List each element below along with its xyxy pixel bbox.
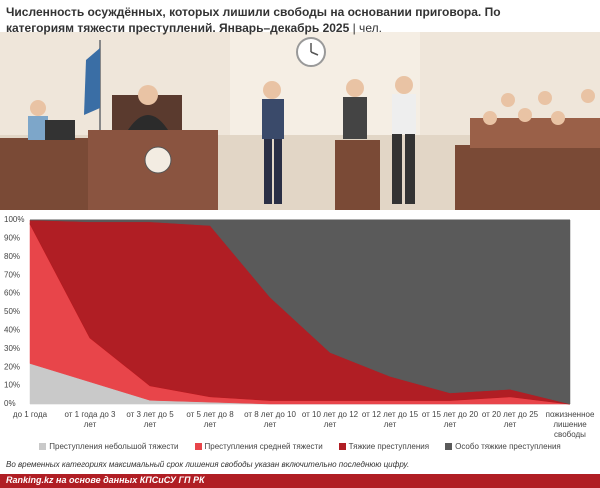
legend-label: Особо тяжкие преступления (455, 442, 561, 451)
x-tick-label: от 5 лет до 8 лет (186, 410, 234, 429)
x-tick-label: до 1 года (12, 410, 48, 419)
legend-item: Тяжкие преступления (338, 442, 430, 451)
legend-swatch (194, 443, 202, 450)
y-tick-label: 60% (4, 289, 20, 298)
x-tick-label: от 10 лет до 12 лет (301, 410, 359, 429)
y-tick-label: 0% (4, 399, 16, 408)
y-tick-label: 80% (4, 252, 20, 261)
footer: Ranking.kz на основе данных КПСиСУ ГП РК (0, 474, 600, 488)
legend-label: Преступления средней тяжести (204, 442, 323, 451)
title-block: Численность осуждённых, которых лишили с… (6, 4, 566, 36)
y-tick-label: 10% (4, 381, 20, 390)
legend-item: Преступления средней тяжести (194, 442, 323, 451)
unit: | чел. (352, 21, 382, 35)
y-tick-label: 30% (4, 344, 20, 353)
y-tick-label: 90% (4, 234, 20, 243)
x-tick-label: от 8 лет до 10 лет (244, 410, 296, 429)
x-tick-label: от 15 лет до 20 лет (421, 410, 479, 429)
legend-swatch (39, 443, 47, 450)
chart-title: Численность осуждённых, которых лишили с… (6, 5, 501, 35)
x-tick-label: от 12 лет до 15 лет (361, 410, 419, 429)
x-tick-label: пожизненное лишение свободы (545, 410, 595, 439)
legend-label: Преступления небольшой тяжести (49, 442, 179, 451)
legend-item: Особо тяжкие преступления (445, 442, 561, 451)
legend-label: Тяжкие преступления (348, 442, 430, 451)
y-tick-label: 100% (4, 215, 24, 224)
legend-swatch (338, 443, 346, 450)
x-tick-label: от 3 лет до 5 лет (126, 410, 174, 429)
illustration (0, 32, 600, 210)
legend-swatch (445, 443, 453, 450)
y-tick-label: 70% (4, 270, 20, 279)
note: Во временных категориях максимальный сро… (6, 460, 410, 469)
x-tick-label: от 20 лет до 25 лет (481, 410, 539, 429)
source: Ranking.kz на основе данных КПСиСУ ГП РК (6, 475, 205, 485)
y-tick-label: 20% (4, 362, 20, 371)
legend-item: Преступления небольшой тяжести (39, 442, 179, 451)
y-tick-label: 50% (4, 307, 20, 316)
x-tick-label: от 1 года до 3 лет (64, 410, 116, 429)
legend: Преступления небольшой тяжести Преступлен… (0, 442, 600, 451)
y-tick-label: 40% (4, 326, 20, 335)
